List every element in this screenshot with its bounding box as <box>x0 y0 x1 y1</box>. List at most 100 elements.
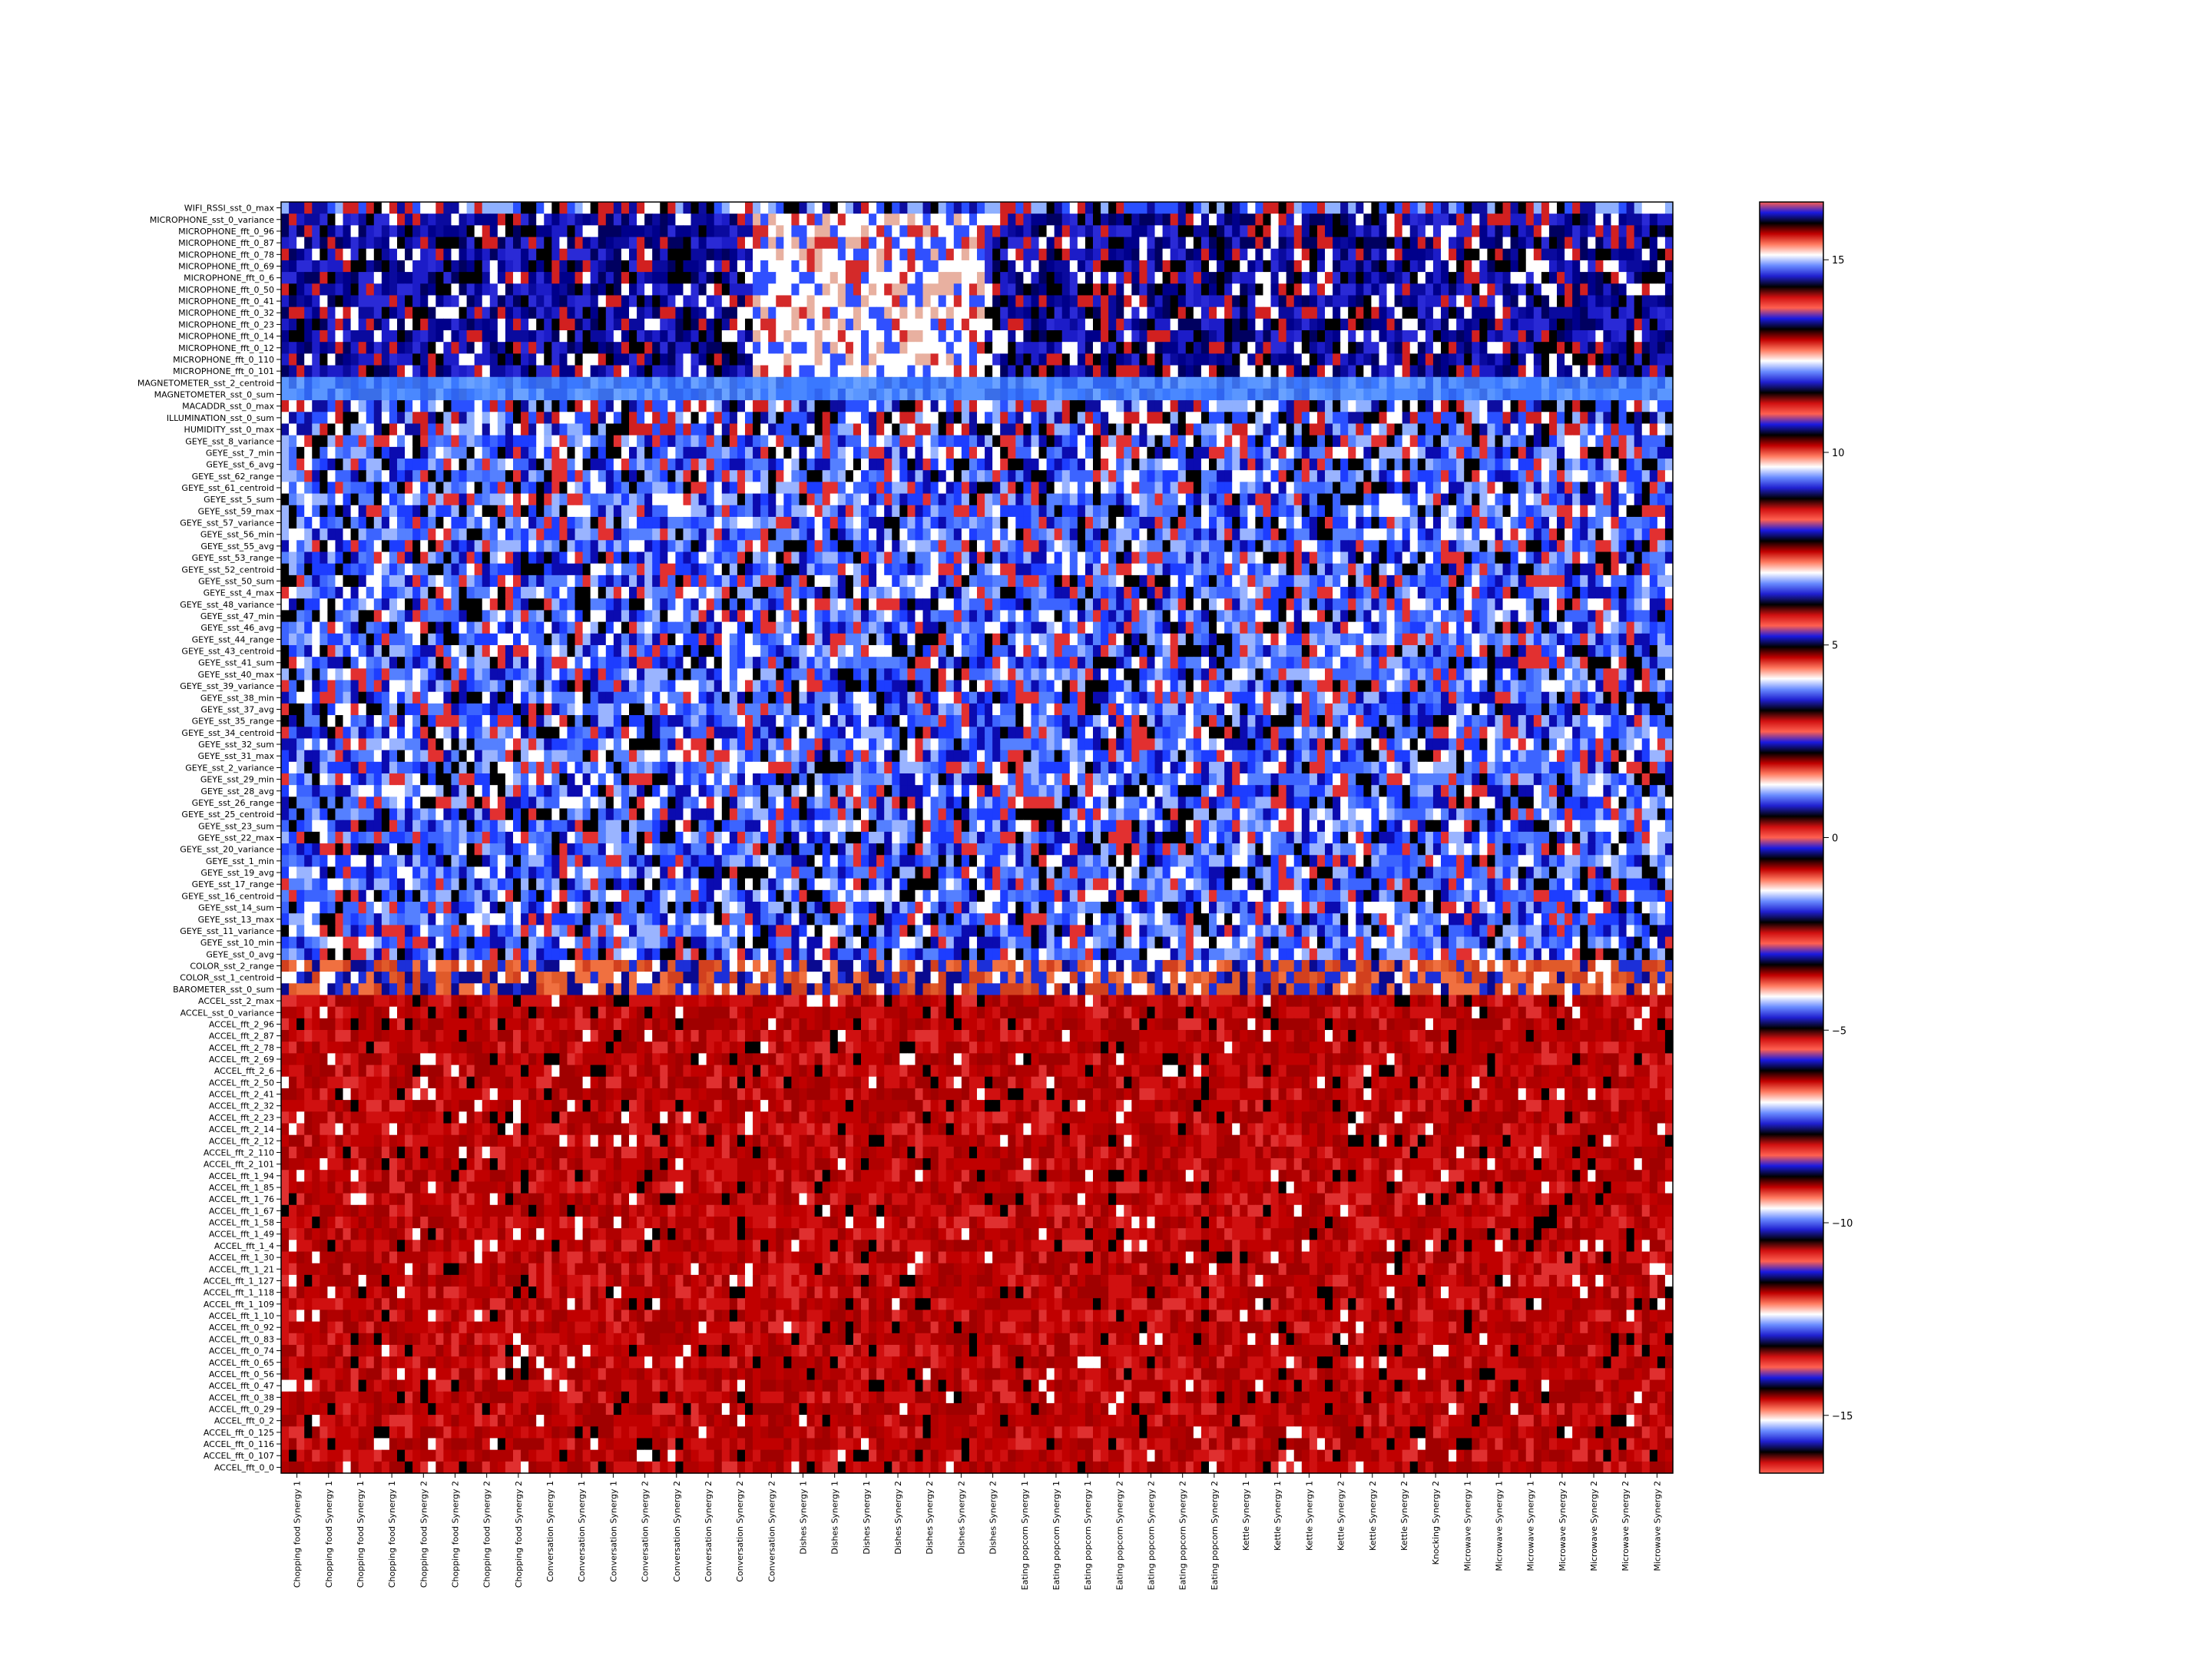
heatmap-cell <box>1541 202 1550 214</box>
heatmap-cell <box>435 470 444 482</box>
heatmap-cell <box>475 423 483 435</box>
heatmap-cell <box>1217 272 1225 284</box>
heatmap-cell <box>1023 319 1031 331</box>
heatmap-cell <box>807 377 816 389</box>
heatmap-cell <box>614 377 622 389</box>
heatmap-cell <box>745 423 753 435</box>
heatmap-cell <box>1101 249 1109 261</box>
heatmap-cell <box>598 330 607 343</box>
heatmap-cell <box>583 202 591 214</box>
heatmap-cell <box>838 470 846 482</box>
heatmap-cell <box>521 377 529 389</box>
heatmap-cell <box>760 319 769 331</box>
heatmap-cell <box>807 342 816 354</box>
heatmap-cell <box>931 400 939 412</box>
heatmap-cell <box>1178 435 1187 448</box>
heatmap-cell <box>1124 412 1132 424</box>
heatmap-cell <box>838 214 846 226</box>
heatmap-cell <box>1665 319 1674 331</box>
heatmap-cell <box>776 494 784 506</box>
heatmap-cell <box>907 412 916 424</box>
heatmap-cell <box>505 295 514 307</box>
heatmap-cell <box>753 249 761 261</box>
heatmap-cell <box>1116 400 1124 412</box>
heatmap-cell <box>1464 400 1472 412</box>
heatmap-cell <box>776 482 784 494</box>
heatmap-cell <box>1449 494 1457 506</box>
heatmap-cell <box>1449 412 1457 424</box>
heatmap-cell <box>1279 459 1287 471</box>
heatmap-cell <box>1511 459 1519 471</box>
heatmap-cell <box>1209 353 1217 366</box>
heatmap-cell <box>1232 272 1240 284</box>
heatmap-cell <box>923 283 932 296</box>
heatmap-cell <box>397 319 406 331</box>
heatmap-cell <box>1023 400 1031 412</box>
heatmap-cell <box>1186 435 1194 448</box>
heatmap-cell <box>1580 295 1588 307</box>
heatmap-cell <box>1379 260 1387 273</box>
heatmap-cell <box>1062 330 1071 343</box>
heatmap-cell <box>745 389 753 401</box>
heatmap-cell <box>1047 202 1055 214</box>
heatmap-cell <box>583 459 591 471</box>
heatmap-cell <box>1209 249 1217 261</box>
heatmap-cell <box>1511 214 1519 226</box>
heatmap-cell <box>637 459 645 471</box>
heatmap-cell <box>359 202 367 214</box>
heatmap-cell <box>1503 377 1512 389</box>
heatmap-cell <box>722 505 730 518</box>
heatmap-cell <box>1472 494 1480 506</box>
heatmap-cell <box>1178 470 1187 482</box>
heatmap-cell <box>1178 423 1187 435</box>
heatmap-cell <box>1247 389 1256 401</box>
heatmap-cell <box>985 435 993 448</box>
heatmap-cell <box>382 377 390 389</box>
heatmap-cell <box>591 202 599 214</box>
heatmap-cell <box>1418 202 1426 214</box>
heatmap-cell <box>1101 283 1109 296</box>
heatmap-cell <box>791 412 800 424</box>
heatmap-cell <box>799 447 807 459</box>
heatmap-cell <box>1023 330 1031 343</box>
heatmap-cell <box>1418 423 1426 435</box>
heatmap-cell <box>1619 494 1628 506</box>
heatmap-cell <box>869 307 877 320</box>
heatmap-cell <box>1015 214 1024 226</box>
heatmap-cell <box>992 237 1001 250</box>
heatmap-cell <box>1503 225 1512 237</box>
heatmap-cell <box>1611 400 1619 412</box>
heatmap-cell <box>1302 214 1310 226</box>
heatmap-cell <box>389 412 398 424</box>
heatmap-cell <box>1619 377 1628 389</box>
heatmap-cell <box>1495 353 1503 366</box>
heatmap-cell <box>846 237 854 250</box>
heatmap-cell <box>551 400 560 412</box>
heatmap-cell <box>528 353 537 366</box>
heatmap-cell <box>1310 307 1318 320</box>
heatmap-cell <box>1634 459 1643 471</box>
heatmap-cell <box>861 470 869 482</box>
heatmap-cell <box>1449 272 1457 284</box>
heatmap-cell <box>1325 435 1333 448</box>
heatmap-cell <box>1000 249 1008 261</box>
heatmap-cell <box>1595 435 1604 448</box>
heatmap-cell <box>1039 447 1048 459</box>
heatmap-cell <box>1178 482 1187 494</box>
heatmap-cell <box>791 470 800 482</box>
heatmap-cell <box>1340 237 1349 250</box>
heatmap-cell <box>567 307 575 320</box>
heatmap-cell <box>1371 225 1379 237</box>
heatmap-cell <box>482 295 491 307</box>
heatmap-cell <box>428 202 436 214</box>
heatmap-cell <box>1294 342 1303 354</box>
heatmap-cell <box>1093 482 1101 494</box>
heatmap-cell <box>598 389 607 401</box>
heatmap-cell <box>397 447 406 459</box>
heatmap-cell <box>1124 342 1132 354</box>
heatmap-cell <box>366 377 375 389</box>
heatmap-cell <box>1433 505 1442 518</box>
heatmap-cell <box>1093 214 1101 226</box>
heatmap-cell <box>1333 470 1341 482</box>
heatmap-cell <box>892 307 900 320</box>
